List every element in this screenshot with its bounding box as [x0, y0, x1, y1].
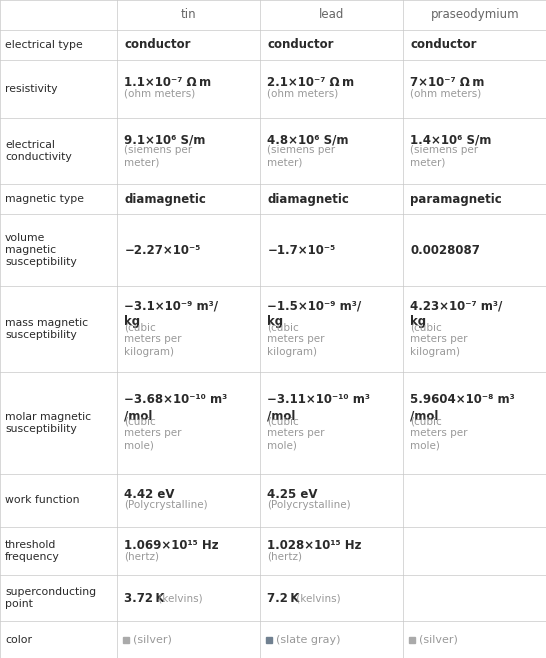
Text: (silver): (silver): [133, 634, 173, 645]
Text: diamagnetic: diamagnetic: [268, 193, 349, 206]
Text: superconducting
point: superconducting point: [5, 587, 96, 609]
Text: 1.1×10⁻⁷ Ω m: 1.1×10⁻⁷ Ω m: [124, 76, 211, 89]
Text: 4.23×10⁻⁷ m³/
kg: 4.23×10⁻⁷ m³/ kg: [411, 299, 503, 328]
Text: 5.9604×10⁻⁸ m³
/mol: 5.9604×10⁻⁸ m³ /mol: [411, 393, 515, 422]
Text: mass magnetic
susceptibility: mass magnetic susceptibility: [5, 318, 88, 340]
Text: 1.4×10⁶ S/m: 1.4×10⁶ S/m: [411, 134, 492, 147]
Text: work function: work function: [5, 495, 80, 505]
Text: 0.0028087: 0.0028087: [411, 243, 480, 257]
Text: 7×10⁻⁷ Ω m: 7×10⁻⁷ Ω m: [411, 76, 485, 89]
Text: 1.069×10¹⁵ Hz: 1.069×10¹⁵ Hz: [124, 539, 219, 551]
Text: threshold
frequency: threshold frequency: [5, 540, 60, 562]
Text: −1.7×10⁻⁵: −1.7×10⁻⁵: [268, 243, 336, 257]
Text: (cubic
meters per
kilogram): (cubic meters per kilogram): [411, 322, 468, 357]
Text: molar magnetic
susceptibility: molar magnetic susceptibility: [5, 412, 91, 434]
Text: (Polycrystalline): (Polycrystalline): [268, 500, 351, 511]
Text: 4.42 eV: 4.42 eV: [124, 488, 175, 501]
Text: 4.25 eV: 4.25 eV: [268, 488, 318, 501]
Bar: [123, 636, 129, 643]
Text: (siemens per
meter): (siemens per meter): [124, 145, 193, 167]
Text: −2.27×10⁻⁵: −2.27×10⁻⁵: [124, 243, 201, 257]
Text: (cubic
meters per
kilogram): (cubic meters per kilogram): [124, 322, 182, 357]
Text: −3.11×10⁻¹⁰ m³
/mol: −3.11×10⁻¹⁰ m³ /mol: [268, 393, 370, 422]
Text: −1.5×10⁻⁹ m³/
kg: −1.5×10⁻⁹ m³/ kg: [268, 299, 361, 328]
Text: (kelvins): (kelvins): [293, 593, 341, 603]
Text: conductor: conductor: [268, 38, 334, 51]
Text: (kelvins): (kelvins): [155, 593, 203, 603]
Text: tin: tin: [181, 9, 197, 22]
Text: (siemens per
meter): (siemens per meter): [268, 145, 336, 167]
Text: 3.72 K: 3.72 K: [124, 592, 165, 605]
Text: (ohm meters): (ohm meters): [268, 89, 339, 99]
Text: 2.1×10⁻⁷ Ω m: 2.1×10⁻⁷ Ω m: [268, 76, 354, 89]
Text: lead: lead: [319, 9, 345, 22]
Text: (silver): (silver): [419, 634, 459, 645]
Text: (slate gray): (slate gray): [276, 634, 341, 645]
Text: (cubic
meters per
mole): (cubic meters per mole): [124, 416, 182, 451]
Text: (ohm meters): (ohm meters): [124, 89, 195, 99]
Text: (cubic
meters per
mole): (cubic meters per mole): [411, 416, 468, 451]
Text: 9.1×10⁶ S/m: 9.1×10⁶ S/m: [124, 134, 206, 147]
Bar: [410, 636, 416, 643]
Text: (Polycrystalline): (Polycrystalline): [124, 500, 208, 511]
Bar: [266, 636, 272, 643]
Text: diamagnetic: diamagnetic: [124, 193, 206, 206]
Text: 7.2 K: 7.2 K: [268, 592, 300, 605]
Text: −3.1×10⁻⁹ m³/
kg: −3.1×10⁻⁹ m³/ kg: [124, 299, 218, 328]
Text: 1.028×10¹⁵ Hz: 1.028×10¹⁵ Hz: [268, 539, 362, 551]
Text: praseodymium: praseodymium: [430, 9, 519, 22]
Text: volume
magnetic
susceptibility: volume magnetic susceptibility: [5, 233, 77, 267]
Text: electrical type: electrical type: [5, 40, 83, 50]
Text: resistivity: resistivity: [5, 84, 57, 93]
Text: magnetic type: magnetic type: [5, 194, 84, 205]
Text: electrical
conductivity: electrical conductivity: [5, 139, 72, 162]
Text: color: color: [5, 634, 32, 645]
Text: −3.68×10⁻¹⁰ m³
/mol: −3.68×10⁻¹⁰ m³ /mol: [124, 393, 228, 422]
Text: (siemens per
meter): (siemens per meter): [411, 145, 479, 167]
Text: (cubic
meters per
mole): (cubic meters per mole): [268, 416, 325, 451]
Text: conductor: conductor: [411, 38, 477, 51]
Text: (ohm meters): (ohm meters): [411, 89, 482, 99]
Text: 4.8×10⁶ S/m: 4.8×10⁶ S/m: [268, 134, 349, 147]
Text: (cubic
meters per
kilogram): (cubic meters per kilogram): [268, 322, 325, 357]
Text: paramagnetic: paramagnetic: [411, 193, 502, 206]
Text: (hertz): (hertz): [124, 551, 159, 561]
Text: conductor: conductor: [124, 38, 191, 51]
Text: (hertz): (hertz): [268, 551, 302, 561]
